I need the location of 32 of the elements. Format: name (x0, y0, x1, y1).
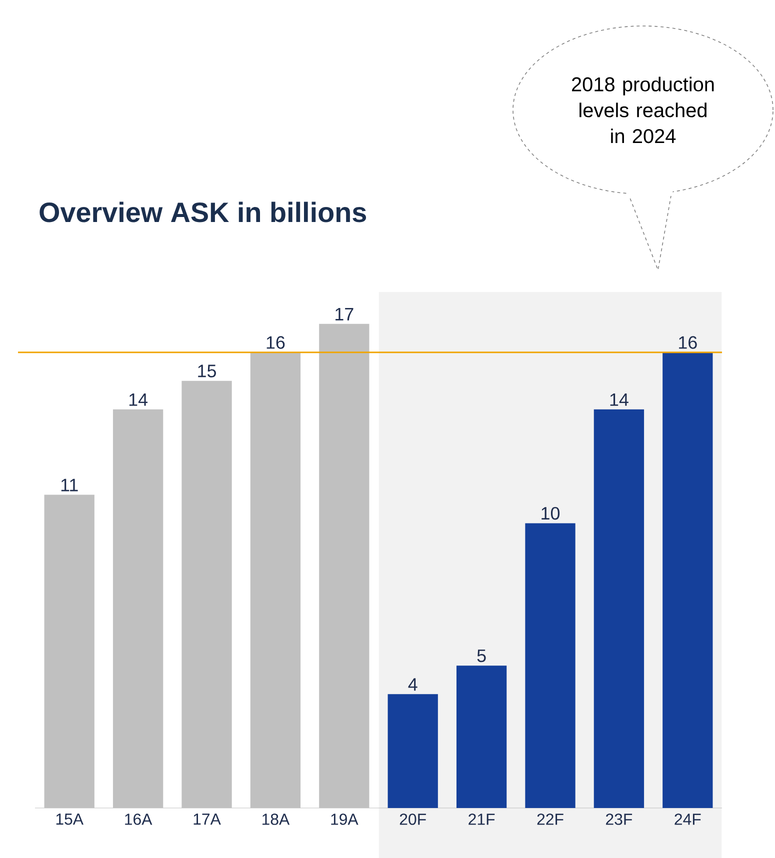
x-tick-label: 17A (194, 814, 221, 825)
bar (594, 409, 644, 808)
x-tick-label: 15A (56, 814, 84, 825)
x-tick-label: 16A (125, 814, 152, 825)
bar (662, 352, 713, 808)
x-tick-label: 22F (537, 814, 564, 825)
data-label: 15 (198, 364, 216, 378)
data-label: 5 (477, 650, 486, 662)
x-tick-label: 21F (468, 814, 495, 825)
data-label: 4 (408, 678, 418, 691)
x-tick-label: 20F (400, 814, 426, 825)
chart-title: Overview ASK in billions (40, 202, 366, 222)
data-label: 14 (610, 393, 628, 406)
data-label: 14 (129, 393, 148, 406)
bar (456, 666, 507, 808)
x-tick-label: 18A (262, 814, 290, 825)
data-label: 16 (679, 336, 697, 349)
text: 2018 production levels reached in 2024 (572, 76, 714, 144)
x-tick-label: 19A (331, 814, 358, 825)
data-label: 17 (336, 308, 354, 320)
data-label: 11 (61, 478, 78, 492)
bar (250, 352, 301, 808)
bar (525, 523, 576, 808)
data-label: 10 (542, 507, 560, 520)
x-tick-label: 24F (674, 814, 701, 825)
bar (182, 380, 232, 808)
data-label: 16 (266, 336, 285, 349)
bar (112, 409, 164, 808)
bar (388, 694, 438, 808)
bar (319, 324, 370, 808)
x-tick-label: 23F (606, 814, 632, 825)
bar (44, 494, 94, 808)
